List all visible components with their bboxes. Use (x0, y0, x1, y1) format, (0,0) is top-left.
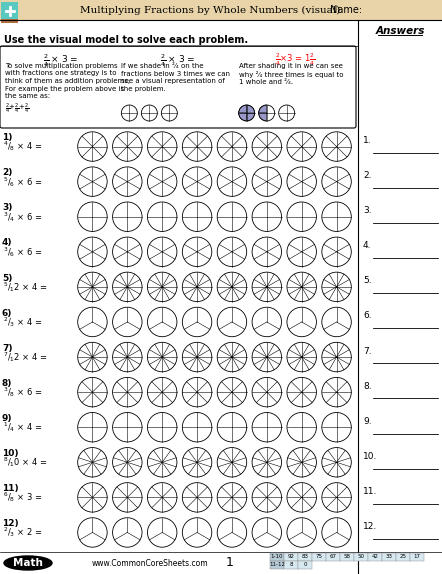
Text: $^5/_6$ × 6 =: $^5/_6$ × 6 = (3, 174, 42, 189)
Text: 42: 42 (371, 554, 378, 560)
Text: 92: 92 (287, 554, 294, 560)
Text: 17: 17 (414, 554, 420, 560)
Text: Multiplying Fractions by Whole Numbers (visual): Multiplying Fractions by Whole Numbers (… (80, 5, 340, 14)
Text: Use the visual model to solve each problem.: Use the visual model to solve each probl… (4, 35, 248, 45)
Wedge shape (247, 113, 255, 121)
Text: 12): 12) (2, 519, 19, 528)
Text: www.CommonCoreSheets.com: www.CommonCoreSheets.com (91, 559, 208, 568)
Text: 5.: 5. (363, 276, 372, 285)
Bar (312, 553, 326, 561)
Text: 1): 1) (2, 133, 12, 142)
Text: 83: 83 (301, 554, 309, 560)
Bar (270, 561, 284, 569)
Text: 67: 67 (329, 554, 336, 560)
Text: If we shade in ²⁄₄ on the
fractions below 3 times we can
see a visual representa: If we shade in ²⁄₄ on the fractions belo… (122, 63, 230, 91)
Text: $^2/_3$ × 4 =: $^2/_3$ × 4 = (3, 315, 42, 329)
Bar (326, 553, 340, 561)
Text: 2.: 2. (363, 171, 371, 180)
Wedge shape (239, 113, 247, 121)
Text: 0: 0 (303, 563, 307, 568)
Text: $^5/_12$ × 4 =: $^5/_12$ × 4 = (3, 280, 48, 294)
Text: 7): 7) (2, 344, 12, 352)
Text: $^3/_6$ × 6 =: $^3/_6$ × 6 = (3, 245, 42, 259)
Bar (368, 553, 382, 561)
Text: 5): 5) (2, 274, 12, 282)
Wedge shape (247, 105, 255, 113)
Text: 8): 8) (2, 379, 12, 388)
Text: $^7/_12$ × 4 =: $^7/_12$ × 4 = (3, 350, 48, 364)
Text: Name:: Name: (330, 5, 362, 15)
Text: $\frac{2}{4}$ × 3 =: $\frac{2}{4}$ × 3 = (43, 52, 79, 69)
Text: 25: 25 (400, 554, 407, 560)
Bar (354, 553, 368, 561)
Text: $^2/_3$ × 2 =: $^2/_3$ × 2 = (3, 526, 42, 540)
Bar (284, 561, 298, 569)
Text: 8: 8 (289, 563, 293, 568)
Bar (1, 19, 18, 23)
Text: 11.: 11. (363, 487, 377, 496)
Text: After shading it in we can see
why ²⁄₄ three times is equal to
1 whole and ²⁄₄.: After shading it in we can see why ²⁄₄ t… (239, 63, 343, 86)
Text: 1-10: 1-10 (271, 554, 283, 560)
Text: Math: Math (13, 558, 43, 568)
Text: Answers: Answers (375, 26, 425, 36)
Text: To solve multiplication problems
with fractions one strategy is to
think of them: To solve multiplication problems with fr… (5, 63, 130, 116)
Bar (1, 2, 18, 19)
Text: 1: 1 (226, 557, 234, 569)
Wedge shape (259, 105, 267, 113)
Text: 2): 2) (2, 168, 12, 177)
Text: 4): 4) (2, 238, 12, 247)
Text: $\frac{2}{4}$ × 3 =: $\frac{2}{4}$ × 3 = (160, 52, 196, 69)
Text: 6): 6) (2, 309, 12, 317)
Wedge shape (239, 105, 247, 113)
Text: 1.: 1. (363, 136, 372, 145)
Text: 50: 50 (358, 554, 365, 560)
Text: 33: 33 (385, 554, 392, 560)
Text: $^3/_8$ × 6 =: $^3/_8$ × 6 = (3, 385, 42, 399)
Text: 7.: 7. (363, 347, 372, 355)
Ellipse shape (4, 556, 52, 570)
Bar (284, 553, 298, 561)
Text: 9): 9) (2, 414, 12, 423)
Text: 3): 3) (2, 203, 12, 212)
Bar (298, 561, 312, 569)
Text: 75: 75 (316, 554, 323, 560)
Bar (396, 553, 410, 561)
Text: 11): 11) (2, 484, 19, 493)
Text: 6.: 6. (363, 312, 372, 320)
Text: $^1/_4$ × 4 =: $^1/_4$ × 4 = (3, 420, 42, 434)
Text: 10): 10) (2, 449, 19, 458)
Text: $\frac{2}{4}$×3 = 1$\frac{2}{4}$: $\frac{2}{4}$×3 = 1$\frac{2}{4}$ (275, 52, 316, 68)
FancyBboxPatch shape (0, 46, 356, 128)
Text: 11-12: 11-12 (269, 563, 285, 568)
Text: $^4/_8$ × 4 =: $^4/_8$ × 4 = (3, 139, 42, 153)
Wedge shape (259, 113, 267, 121)
Text: 58: 58 (343, 554, 351, 560)
Text: 8.: 8. (363, 382, 372, 390)
Bar (298, 553, 312, 561)
Bar (410, 553, 424, 561)
Text: 10.: 10. (363, 452, 377, 461)
Text: 12.: 12. (363, 522, 377, 531)
Bar (0, 0, 442, 20)
Bar (382, 553, 396, 561)
Text: 3.: 3. (363, 206, 372, 215)
Text: $^6/_8$ × 3 =: $^6/_8$ × 3 = (3, 490, 42, 505)
Text: 9.: 9. (363, 417, 372, 426)
Text: $^8/_10$ × 4 =: $^8/_10$ × 4 = (3, 455, 48, 469)
Bar (340, 553, 354, 561)
Bar (270, 553, 284, 561)
Text: $^3/_4$ × 6 =: $^3/_4$ × 6 = (3, 210, 42, 224)
Text: 4.: 4. (363, 241, 371, 250)
